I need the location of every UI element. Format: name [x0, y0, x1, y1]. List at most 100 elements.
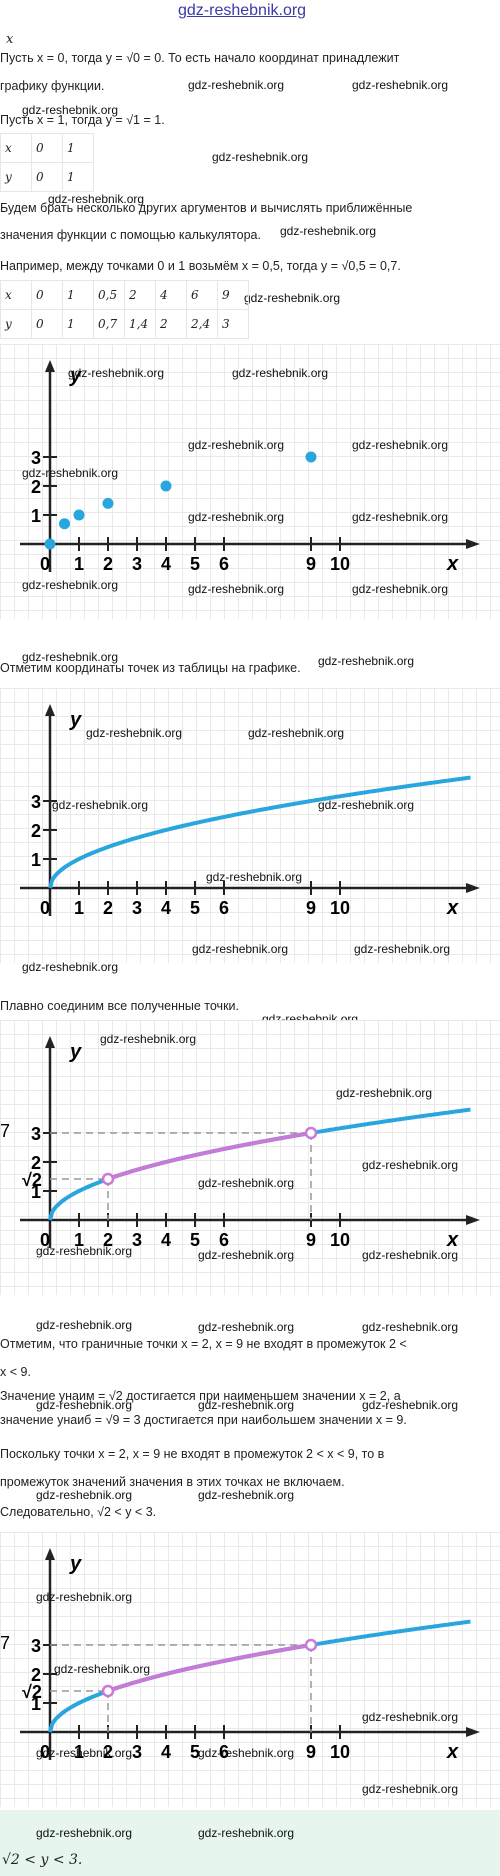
y-axis-arrow: [45, 1548, 55, 1560]
watermark: gdz-reshebnik.org: [22, 466, 119, 480]
watermark: gdz-reshebnik.org: [352, 582, 449, 596]
y-tick-label: 1: [31, 850, 41, 870]
paragraph-7b: x < 9.: [0, 1365, 31, 1379]
x-tick-label: 6: [219, 554, 229, 574]
watermark: gdz-reshebnik.org: [36, 1318, 133, 1332]
paragraph-4: Например, между точками 0 и 1 возьмём x …: [0, 259, 401, 273]
watermark: gdz-reshebnik.org: [318, 654, 415, 668]
y-axis-label: y: [69, 365, 82, 387]
watermark: gdz-reshebnik.org: [352, 78, 449, 92]
watermark: gdz-reshebnik.org: [352, 438, 449, 452]
table-cell: y: [0, 162, 32, 192]
paragraph-6: Плавно соединим все полученные точки.: [0, 999, 239, 1013]
highlighted-curve-segment: [107, 1643, 312, 1693]
x-tick-label: 9: [306, 1742, 316, 1762]
data-point: [44, 538, 56, 550]
values-table-2: x 0 1 0,5 2 4 6 9 y 0 1 0,7 1,4 2 2,4 3: [0, 280, 249, 339]
watermark: gdz-reshebnik.org: [198, 1746, 295, 1760]
x-tick-label: 5: [190, 554, 200, 574]
watermark: gdz-reshebnik.org: [192, 942, 289, 956]
watermark: gdz-reshebnik.org: [198, 1398, 295, 1412]
watermark: gdz-reshebnik.org: [22, 650, 119, 664]
paragraph-3b: значения функции с помощью калькулятора.: [0, 228, 261, 242]
x-tick-label: 1: [74, 898, 84, 918]
y-tick-label: 3: [31, 448, 41, 468]
x-tick-label: 5: [190, 1742, 200, 1762]
watermark: gdz-reshebnik.org: [352, 510, 449, 524]
x-tick-label: 9: [306, 1230, 316, 1250]
watermark: gdz-reshebnik.org: [188, 438, 285, 452]
watermark: gdz-reshebnik.org: [362, 1782, 459, 1796]
paragraph-1: Пусть x = 0, тогда y = √0 = 0. То есть н…: [0, 51, 400, 65]
x-tick-label: 2: [103, 1742, 113, 1762]
x-tick-label: 10: [330, 554, 350, 574]
function-curve: [48, 775, 471, 889]
table-cell: 0,5: [93, 280, 125, 310]
site-title-link[interactable]: gdz-reshebnik.org: [178, 2, 307, 19]
paragraph-8b: значение yнаиб = √9 = 3 достигается при …: [0, 1413, 407, 1427]
x-tick-label: 1: [74, 1742, 84, 1762]
y-tick-label: 1: [31, 506, 41, 526]
watermark: gdz-reshebnik.org: [22, 103, 119, 117]
x-tick-label: 3: [132, 554, 142, 574]
watermark: gdz-reshebnik.org: [336, 1086, 433, 1100]
data-point: [305, 451, 317, 463]
x-tick-label: 2: [103, 554, 113, 574]
watermark: gdz-reshebnik.org: [198, 1248, 295, 1262]
watermark: gdz-reshebnik.org: [212, 150, 309, 164]
x-tick-label: 6: [219, 1742, 229, 1762]
x-header: x: [6, 32, 14, 47]
watermark: gdz-reshebnik.org: [188, 510, 285, 524]
table-cell: y: [0, 309, 32, 339]
watermark: gdz-reshebnik.org: [36, 1590, 133, 1604]
paragraph-1b: графику функции.: [0, 79, 105, 93]
y-axis-label: y: [69, 1041, 82, 1063]
origin-label: 0: [40, 554, 50, 574]
watermark: gdz-reshebnik.org: [354, 942, 451, 956]
paragraph-9: Поскольку точки x = 2, x = 9 не входят в…: [0, 1447, 385, 1461]
watermark: gdz-reshebnik.org: [48, 192, 145, 206]
edge-label: 7: [0, 1121, 10, 1141]
table-cell: x: [0, 280, 32, 310]
watermark: gdz-reshebnik.org: [188, 582, 285, 596]
table-cell: 0: [31, 162, 63, 192]
watermark: gdz-reshebnik.org: [280, 224, 377, 238]
table-cell: 1: [62, 133, 94, 163]
x-tick-label: 6: [219, 1230, 229, 1250]
paragraph-7: Отметим, что граничные точки x = 2, x = …: [0, 1337, 407, 1351]
origin-label: 0: [40, 1742, 50, 1762]
y-axis-arrow: [45, 1036, 55, 1048]
table-cell: 1,4: [124, 309, 156, 339]
watermark: gdz-reshebnik.org: [362, 1320, 459, 1334]
y-axis-label: y: [69, 709, 82, 731]
x-axis-label: x: [446, 897, 459, 919]
watermark: gdz-reshebnik.org: [198, 1320, 295, 1334]
paragraph-9b: промежуток значений значения в этих точк…: [0, 1475, 345, 1489]
y-tick-label: 1: [31, 1182, 41, 1202]
watermark: gdz-reshebnik.org: [362, 1248, 459, 1262]
x-tick-label: 1: [74, 1230, 84, 1250]
table-cell: 1: [62, 309, 94, 339]
y-tick-label: 3: [31, 792, 41, 812]
watermark: gdz-reshebnik.org: [36, 1244, 133, 1258]
table-cell: 0: [31, 133, 63, 163]
watermark: gdz-reshebnik.org: [188, 78, 285, 92]
x-tick-label: 3: [132, 1742, 142, 1762]
data-point: [160, 480, 172, 492]
x-tick-label: 4: [161, 1742, 171, 1762]
watermark: gdz-reshebnik.org: [36, 1398, 133, 1412]
edge-label: 7: [0, 1633, 10, 1653]
x-axis-arrow: [466, 539, 480, 549]
watermark: gdz-reshebnik.org: [248, 726, 345, 740]
watermark: gdz-reshebnik.org: [362, 1398, 459, 1412]
paragraph-8: Значение yнаим = √2 достигается при наим…: [0, 1389, 401, 1403]
open-boundary-point: [101, 1172, 115, 1186]
answer-text: √2 < y < 3.: [2, 1852, 83, 1868]
table-cell: 0: [31, 309, 63, 339]
x-axis-arrow: [466, 1215, 480, 1225]
table-cell: 0,7: [93, 309, 125, 339]
x-tick-label: 6: [219, 898, 229, 918]
watermark: gdz-reshebnik.org: [244, 291, 341, 305]
y-tick-label: 3: [31, 1636, 41, 1656]
data-point: [59, 518, 70, 530]
